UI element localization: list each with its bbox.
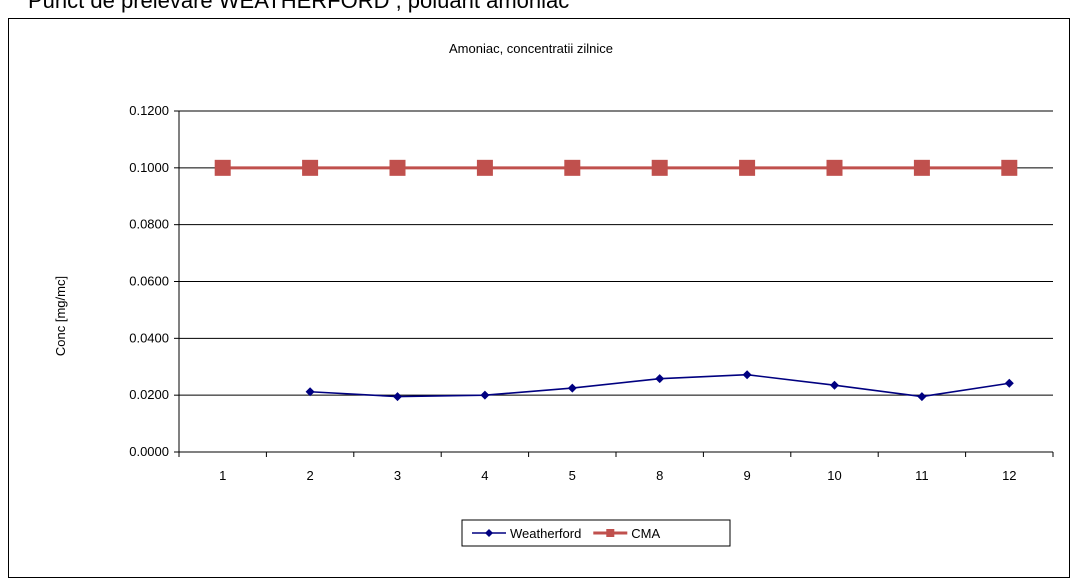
x-tick-label: 3 (394, 468, 401, 483)
data-point (567, 383, 577, 393)
data-point (830, 380, 839, 390)
x-tick-label: 8 (656, 468, 663, 483)
y-tick-label: 0.0200 (129, 387, 169, 402)
chart-frame: Amoniac, concentratii zilnice Conc [mg/m… (8, 18, 1070, 578)
legend: Weatherford CMA (461, 519, 731, 547)
data-point (393, 392, 402, 402)
legend-marker (606, 529, 615, 537)
data-point (917, 392, 927, 402)
data-point (480, 390, 490, 400)
chart-title: Amoniac, concentratii zilnice (449, 41, 613, 56)
legend-marker (485, 529, 493, 537)
data-point (739, 159, 756, 176)
y-tick-label: 0.1000 (129, 160, 169, 175)
y-tick-label: 0.1200 (129, 103, 169, 118)
data-point (742, 370, 752, 380)
grid-lines (179, 110, 1053, 396)
data-point (1001, 159, 1018, 176)
data-point (305, 387, 315, 397)
x-tick-label: 5 (569, 468, 576, 483)
x-tick-label: 4 (481, 468, 488, 483)
data-point (1004, 378, 1014, 388)
data-point (655, 374, 665, 384)
x-tick-label: 9 (743, 468, 750, 483)
data-point (214, 159, 231, 176)
legend-label: CMA (631, 526, 660, 541)
series-layer (214, 159, 1018, 402)
x-tick-label: 10 (827, 468, 841, 483)
page-heading: Punct de prelevare WEATHERFORD , poluant… (28, 0, 570, 13)
data-point (826, 159, 843, 176)
y-tick-label: 0.0000 (129, 444, 169, 459)
data-point (476, 159, 493, 176)
data-point (302, 159, 319, 176)
data-point (913, 159, 930, 176)
data-point (389, 159, 406, 176)
y-tick-label: 0.0600 (129, 274, 169, 289)
x-tick-label: 2 (306, 468, 313, 483)
y-tick-label: 0.0800 (129, 217, 169, 232)
series-weatherford (305, 370, 1014, 402)
x-tick-label: 1 (219, 468, 226, 483)
y-tick-label: 0.0400 (129, 330, 169, 345)
y-axis-label: Conc [mg/mc] (53, 276, 68, 356)
x-tick-label: 11 (915, 468, 929, 483)
line-chart: Amoniac, concentratii zilnice Conc [mg/m… (53, 41, 1054, 547)
data-point (651, 159, 668, 176)
legend-label: Weatherford (510, 526, 581, 541)
data-point (564, 159, 581, 176)
x-tick-label: 12 (1002, 468, 1016, 483)
series-cma (214, 159, 1018, 176)
axes: 0.0000 0.0200 0.0400 0.0600 0.0800 0.1000 0.12… (129, 103, 1054, 483)
